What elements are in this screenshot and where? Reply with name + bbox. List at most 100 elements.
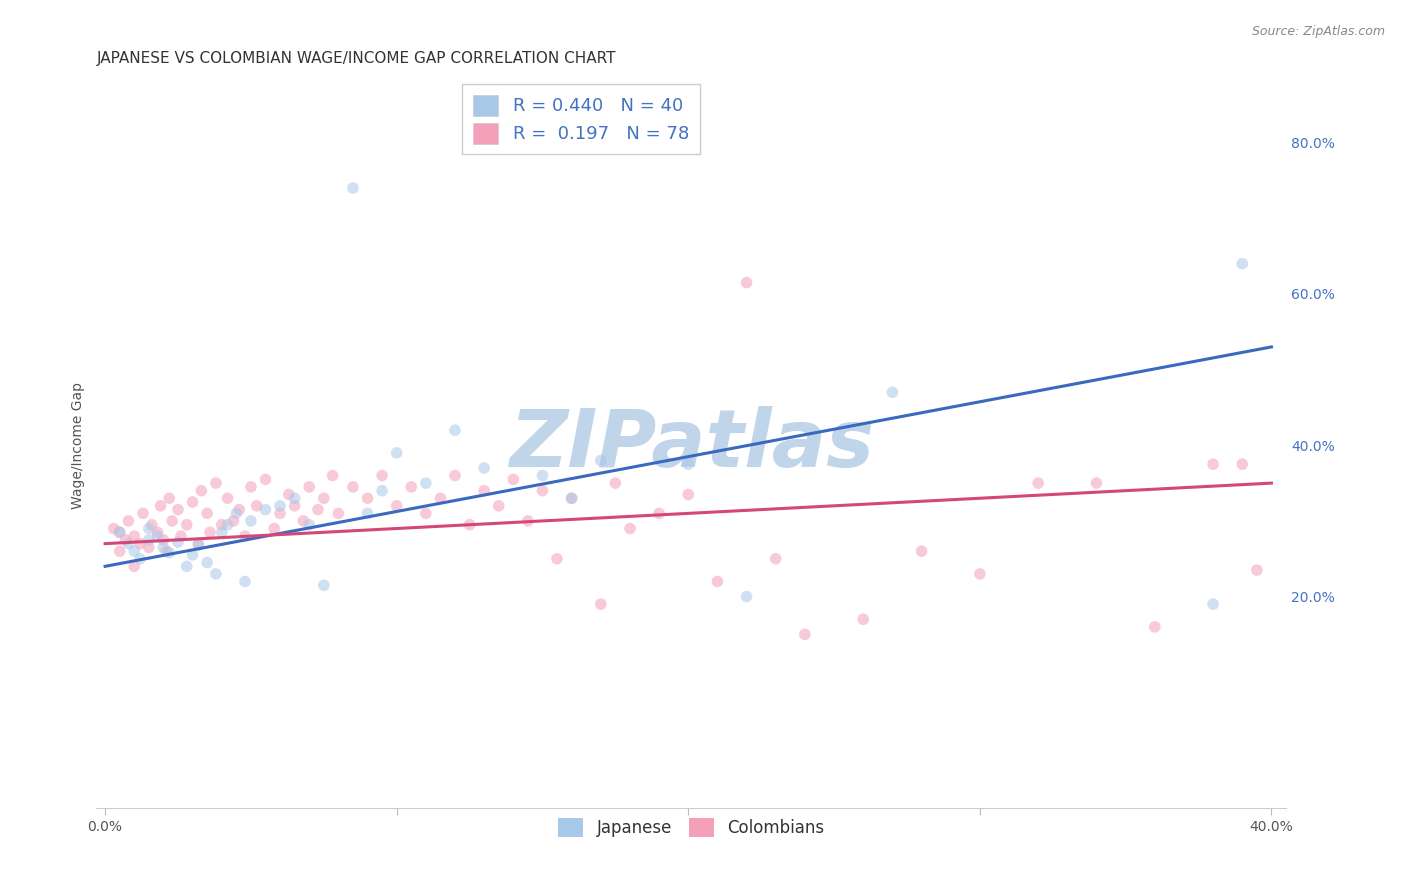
Point [1246, 563, 1268, 577]
Text: ZIPatlas: ZIPatlas [509, 406, 873, 484]
Point [129, 536, 152, 550]
Point [263, 521, 285, 535]
Point [648, 507, 671, 521]
Point [415, 476, 437, 491]
Point [222, 514, 245, 528]
Point [356, 507, 378, 521]
Point [292, 514, 315, 528]
Point [138, 521, 160, 535]
Point [103, 521, 125, 535]
Point [108, 525, 131, 540]
Y-axis label: Wage/Income Gap: Wage/Income Gap [72, 382, 86, 508]
Point [371, 483, 394, 498]
Point [277, 487, 299, 501]
Point [1202, 597, 1225, 611]
Point [706, 574, 728, 589]
Point [298, 517, 321, 532]
Point [138, 541, 160, 555]
Point [371, 468, 394, 483]
Point [429, 491, 451, 506]
Point [187, 536, 209, 550]
Point [444, 468, 467, 483]
Legend: Japanese, Colombians: Japanese, Colombians [551, 811, 831, 844]
Point [122, 544, 145, 558]
Point [170, 529, 193, 543]
Point [472, 483, 495, 498]
Point [254, 472, 277, 486]
Point [233, 529, 256, 543]
Point [531, 468, 554, 483]
Point [458, 517, 481, 532]
Point [152, 541, 174, 555]
Point [969, 566, 991, 581]
Point [401, 480, 423, 494]
Point [108, 544, 131, 558]
Point [160, 514, 183, 528]
Point [852, 612, 875, 626]
Point [141, 517, 163, 532]
Point [254, 502, 277, 516]
Point [176, 517, 198, 532]
Point [488, 499, 510, 513]
Point [181, 495, 204, 509]
Point [322, 468, 344, 483]
Point [284, 499, 307, 513]
Point [605, 476, 627, 491]
Point [108, 525, 131, 540]
Point [157, 546, 180, 560]
Point [122, 559, 145, 574]
Point [152, 533, 174, 547]
Text: Source: ZipAtlas.com: Source: ZipAtlas.com [1251, 25, 1385, 38]
Point [129, 551, 152, 566]
Point [765, 551, 787, 566]
Point [114, 533, 136, 547]
Point [149, 499, 172, 513]
Point [233, 574, 256, 589]
Point [211, 525, 233, 540]
Point [190, 483, 212, 498]
Point [239, 480, 262, 494]
Point [157, 491, 180, 506]
Point [589, 597, 612, 611]
Point [167, 535, 190, 549]
Point [1202, 457, 1225, 471]
Point [444, 423, 467, 437]
Point [589, 453, 612, 467]
Point [1143, 620, 1166, 634]
Point [228, 502, 250, 516]
Point [122, 529, 145, 543]
Point [1085, 476, 1108, 491]
Point [678, 457, 700, 471]
Point [155, 544, 177, 558]
Point [198, 525, 221, 540]
Point [269, 499, 291, 513]
Point [1026, 476, 1049, 491]
Point [225, 507, 247, 521]
Point [312, 491, 335, 506]
Point [910, 544, 932, 558]
Point [342, 181, 364, 195]
Point [146, 529, 169, 543]
Point [502, 472, 524, 486]
Point [246, 499, 269, 513]
Point [239, 514, 262, 528]
Point [117, 536, 139, 550]
Point [211, 517, 233, 532]
Point [516, 514, 538, 528]
Point [284, 491, 307, 506]
Point [882, 385, 904, 400]
Point [793, 627, 815, 641]
Text: JAPANESE VS COLOMBIAN WAGE/INCOME GAP CORRELATION CHART: JAPANESE VS COLOMBIAN WAGE/INCOME GAP CO… [97, 51, 616, 66]
Point [328, 507, 350, 521]
Point [298, 480, 321, 494]
Point [195, 556, 218, 570]
Point [561, 491, 583, 506]
Point [187, 538, 209, 552]
Point [138, 533, 160, 547]
Point [531, 483, 554, 498]
Point [146, 525, 169, 540]
Point [472, 461, 495, 475]
Point [217, 517, 239, 532]
Point [678, 487, 700, 501]
Point [1232, 457, 1254, 471]
